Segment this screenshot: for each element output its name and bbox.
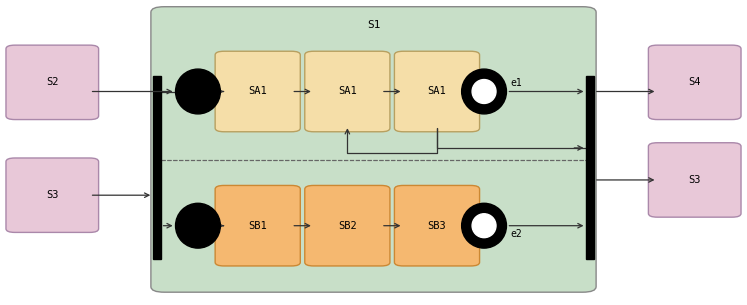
Text: SA1: SA1 bbox=[427, 87, 447, 96]
FancyArrowPatch shape bbox=[345, 128, 437, 152]
Ellipse shape bbox=[472, 80, 496, 103]
FancyBboxPatch shape bbox=[305, 51, 390, 132]
Bar bbox=[153, 76, 161, 259]
Text: S2: S2 bbox=[46, 77, 58, 87]
Text: SA1: SA1 bbox=[248, 87, 267, 96]
Text: S1: S1 bbox=[367, 20, 380, 30]
Text: e2: e2 bbox=[510, 229, 522, 239]
FancyBboxPatch shape bbox=[305, 185, 390, 266]
FancyBboxPatch shape bbox=[394, 51, 480, 132]
Text: S3: S3 bbox=[689, 175, 701, 185]
FancyBboxPatch shape bbox=[394, 185, 480, 266]
FancyBboxPatch shape bbox=[6, 45, 99, 120]
Text: SB2: SB2 bbox=[338, 221, 357, 231]
Text: S3: S3 bbox=[46, 190, 58, 200]
FancyBboxPatch shape bbox=[648, 45, 741, 120]
FancyBboxPatch shape bbox=[151, 7, 596, 292]
Bar bbox=[586, 76, 594, 259]
FancyBboxPatch shape bbox=[6, 158, 99, 232]
FancyBboxPatch shape bbox=[648, 143, 741, 217]
FancyBboxPatch shape bbox=[215, 51, 300, 132]
Ellipse shape bbox=[176, 69, 220, 114]
Text: SA1: SA1 bbox=[338, 87, 357, 96]
FancyBboxPatch shape bbox=[215, 185, 300, 266]
Ellipse shape bbox=[462, 69, 506, 114]
Text: e1: e1 bbox=[510, 78, 522, 88]
Ellipse shape bbox=[462, 203, 506, 248]
Text: S4: S4 bbox=[689, 77, 701, 87]
Ellipse shape bbox=[176, 203, 220, 248]
Text: SB1: SB1 bbox=[248, 221, 267, 231]
Text: SB3: SB3 bbox=[427, 221, 447, 231]
Ellipse shape bbox=[472, 214, 496, 238]
